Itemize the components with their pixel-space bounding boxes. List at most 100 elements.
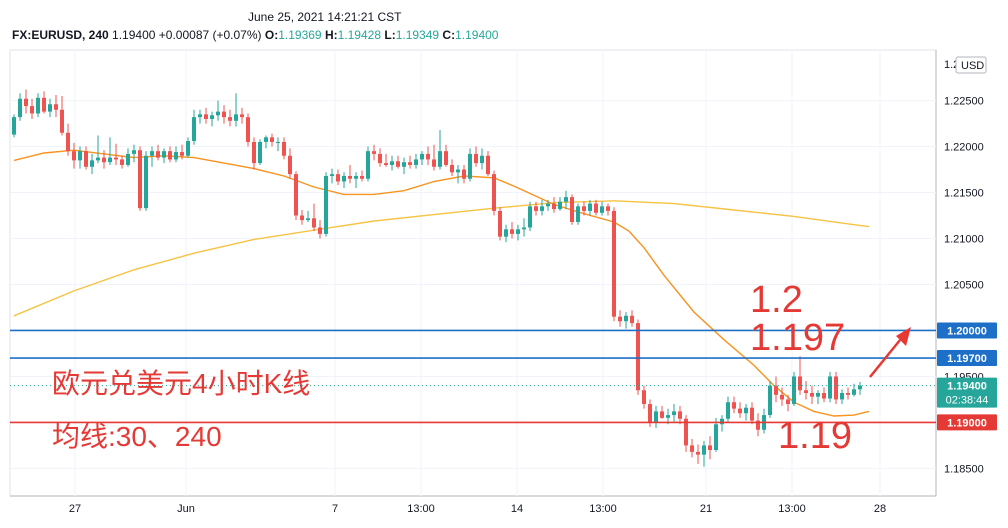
candle-body [258,141,262,164]
candle [816,390,820,405]
price-tag-label: 1.20000 [947,325,987,337]
candle [606,203,610,216]
candle [384,153,388,167]
candle [120,155,124,169]
candle-body [402,162,406,167]
y-tick-label-top: 1.2 [944,59,959,71]
candle-body [18,98,22,118]
countdown-label: 02:38:44 [946,395,989,407]
price-tag: 1.19000 [937,414,997,431]
candle [324,172,328,237]
price-tag-bg [937,377,997,408]
candle-body [534,206,538,211]
candle-body [660,411,664,418]
candle-body [450,164,454,173]
candle-body [222,111,226,118]
candle-body [486,155,490,175]
candle-body [780,394,784,400]
candle [66,123,70,156]
candle-body [690,445,694,452]
candle [390,155,394,171]
candle [126,148,130,167]
candle [264,135,268,149]
candle [468,148,472,182]
candle-body [186,141,190,156]
candle-body [60,109,64,133]
candle [366,146,370,182]
candle [762,408,766,434]
candle-body [804,390,808,394]
x-tick-label: 14 [511,503,523,515]
candle-body [414,159,418,165]
candle-body [174,152,178,160]
open-label: O: [264,28,279,42]
candle [624,312,628,329]
candle [234,93,238,127]
candle [726,396,730,423]
horizontal-lines-layer [10,329,936,424]
candle [444,144,448,167]
candle [150,146,154,167]
candle-body [24,98,28,107]
candle-body [162,151,166,158]
candle-body [498,210,502,237]
candle-body [252,141,256,164]
candle-body [438,151,442,167]
candle-body [744,407,748,414]
candle [228,109,232,127]
candle-body [282,141,286,156]
candle [48,98,52,118]
candle [246,113,250,147]
candle-body [594,203,598,213]
candle-body [102,157,106,163]
symbol-info-line: FX:EURUSD, 240 1.19400 +0.00087 (+0.07%)… [12,28,498,42]
candle-body [396,161,400,167]
candle [312,203,316,232]
candle-body [420,153,424,160]
candle-body [84,151,88,167]
candle-body [852,389,856,395]
candle-body [444,151,448,165]
candle-body [618,316,622,322]
currency-badge[interactable] [955,56,987,74]
candle [708,436,712,460]
candle-body [624,315,628,322]
candle [654,405,658,428]
candle-body [114,157,118,160]
candle-body [738,408,742,414]
candle-body [726,402,730,419]
candle [396,155,400,169]
candle-body [300,215,304,221]
candle [534,201,538,216]
candle [114,143,118,165]
candle [432,144,436,171]
candle [132,144,136,163]
candle [846,387,850,400]
candle-body [234,114,238,121]
candle-body [702,445,706,455]
candle [330,168,334,184]
price-tag-label: 1.19400 [947,381,987,393]
candle-body [90,160,94,167]
candle [744,404,748,421]
candle-body [552,203,556,210]
candle-body [600,206,604,213]
candle [168,146,172,163]
candle [480,148,484,170]
candle [798,356,802,395]
candle-body [774,385,778,395]
x-tick-label: Jun [177,503,195,515]
candle-body [546,203,550,207]
candle-body [228,117,232,121]
candle [588,199,592,216]
candle [300,210,304,225]
candle [558,197,562,211]
candle [450,159,454,176]
candle-body [180,152,184,156]
change-value: +0.00087 (+0.07%) [158,28,262,42]
candle [72,142,76,169]
candle [60,95,64,136]
candle-body [588,203,592,211]
